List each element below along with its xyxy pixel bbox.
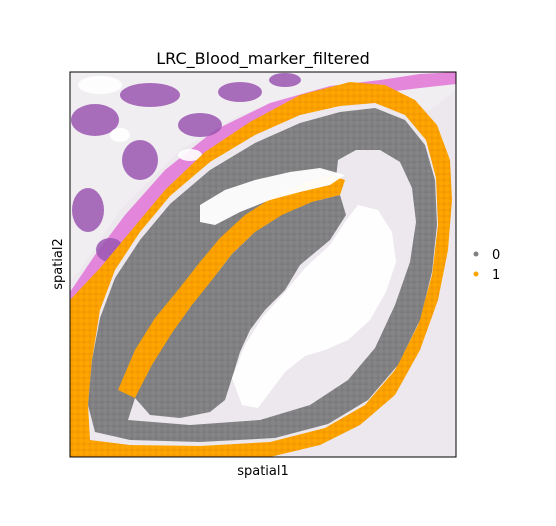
tissue-blob (72, 188, 104, 232)
gray-inner-mass (135, 195, 346, 418)
legend-item-0: 0 (473, 248, 500, 263)
tissue-blob (71, 104, 119, 136)
orange-outer-ring (70, 82, 452, 457)
tissue-blob (218, 82, 262, 102)
tissue-gap (178, 149, 202, 161)
tissue-white-gaps (78, 76, 202, 161)
legend-marker-0 (473, 251, 479, 257)
tissue-gap (78, 76, 122, 94)
legend-label-1: 1 (492, 268, 500, 283)
lumen (232, 205, 396, 408)
chart-title: LRC_Blood_marker_filtered (156, 49, 370, 69)
tissue-gap (110, 128, 130, 142)
legend-label-0: 0 (492, 248, 500, 263)
tissue-purple-blobs (71, 73, 301, 262)
orange-inner-band (118, 175, 345, 398)
plot-area (70, 72, 456, 457)
spots-cluster-1 (70, 82, 452, 457)
legend-marker-1 (473, 271, 479, 277)
lumen-upper (200, 168, 345, 225)
gray-ring (88, 108, 437, 442)
y-axis-label: spatial2 (51, 238, 66, 290)
legend: 0 1 (473, 248, 500, 283)
tissue-outer-region (70, 72, 456, 280)
tissue-blob (120, 83, 180, 107)
legend-item-1: 1 (473, 268, 500, 283)
tissue-blob (178, 113, 222, 137)
plot-frame (69, 71, 457, 458)
tissue-blob (269, 73, 301, 87)
tissue-blob (122, 140, 158, 180)
x-axis-label: spatial1 (237, 464, 289, 479)
